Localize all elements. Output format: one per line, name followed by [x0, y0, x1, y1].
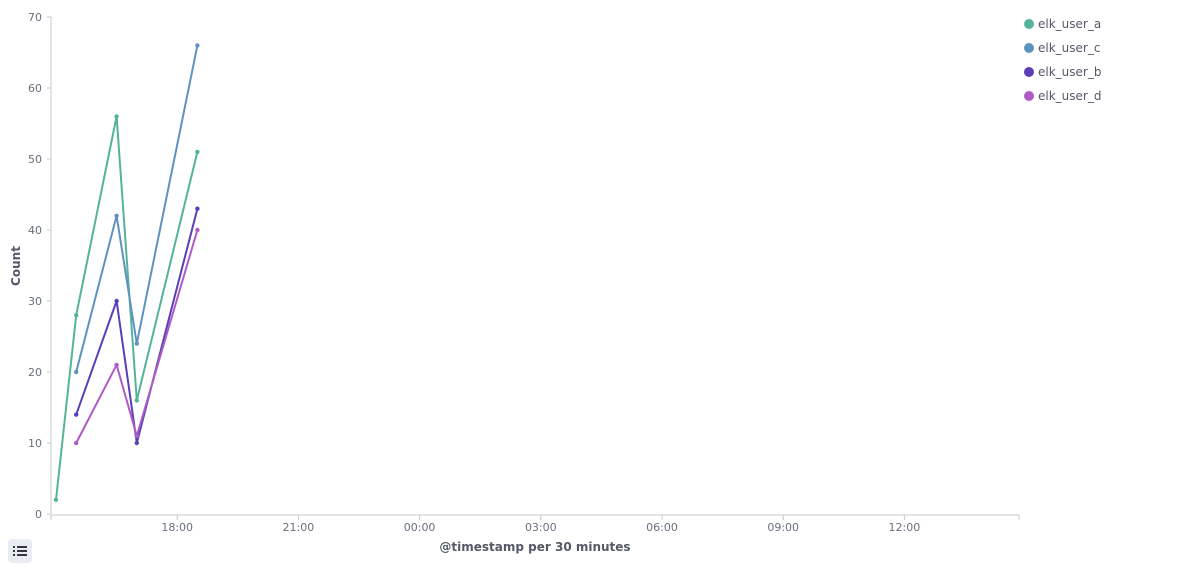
y-tick-label: 50 [28, 153, 42, 166]
x-tick-label: 12:00 [889, 521, 921, 534]
data-point[interactable] [195, 227, 200, 233]
data-point[interactable] [195, 43, 200, 48]
series-elk_user_b [74, 206, 200, 446]
x-tick-label: 03:00 [525, 521, 557, 534]
data-point[interactable] [134, 440, 139, 446]
series-elk_user_a [53, 114, 200, 502]
y-axis-title: Count [9, 246, 23, 286]
data-point[interactable] [74, 412, 79, 417]
data-point[interactable] [74, 313, 79, 318]
data-point[interactable] [114, 213, 119, 218]
x-axis: 18:00 21:00 00:00 03:00 06:00 09:00 12:00 [50, 514, 1020, 534]
legend-item-elk_user_a[interactable]: elk_user_a [1024, 12, 1101, 36]
legend-dot [1024, 67, 1034, 77]
legend-item-elk_user_d[interactable]: elk_user_d [1024, 84, 1101, 108]
series-line[interactable] [75, 45, 199, 373]
y-tick-label: 20 [28, 366, 42, 379]
series-layer [53, 43, 200, 502]
y-tick-label: 60 [28, 82, 42, 95]
series-line[interactable] [75, 229, 199, 444]
x-tick-label: 06:00 [646, 521, 678, 534]
data-point[interactable] [74, 369, 79, 375]
list-icon [13, 546, 27, 556]
legend-item-elk_user_c[interactable]: elk_user_c [1024, 36, 1101, 60]
series-line[interactable] [75, 208, 199, 444]
legend-dot [1024, 91, 1034, 101]
x-tick-label: 21:00 [283, 521, 315, 534]
data-point[interactable] [74, 440, 79, 446]
legend-item-elk_user_b[interactable]: elk_user_b [1024, 60, 1101, 84]
data-point[interactable] [114, 362, 119, 368]
y-tick-label: 70 [28, 11, 42, 24]
legend-dot [1024, 43, 1034, 53]
x-tick-label: 00:00 [404, 521, 436, 534]
x-tick-label: 09:00 [767, 521, 799, 534]
series-elk_user_d [74, 227, 200, 446]
data-point[interactable] [134, 398, 139, 403]
series-elk_user_c [74, 43, 200, 375]
legend-label: elk_user_d [1038, 89, 1102, 103]
legend-label: elk_user_c [1038, 41, 1101, 55]
legend-toggle-button[interactable] [8, 539, 32, 563]
data-point[interactable] [195, 206, 200, 211]
data-point[interactable] [195, 149, 200, 155]
legend: elk_user_a elk_user_c elk_user_b elk_user_d [1024, 12, 1101, 108]
data-point[interactable] [114, 114, 119, 119]
x-axis-title: @timestamp per 30 minutes [439, 540, 630, 554]
y-tick-label: 10 [28, 437, 42, 450]
data-point[interactable] [134, 341, 139, 346]
data-point[interactable] [53, 497, 59, 502]
x-tick-label: 18:00 [161, 521, 193, 534]
legend-label: elk_user_b [1038, 65, 1102, 79]
data-point[interactable] [114, 298, 119, 304]
y-tick-label: 0 [35, 508, 42, 521]
data-point[interactable] [134, 433, 139, 439]
legend-label: elk_user_a [1038, 17, 1102, 31]
y-tick-label: 30 [28, 295, 42, 308]
y-tick-label: 40 [28, 224, 42, 237]
y-axis: 0 10 20 30 40 50 60 70 [28, 11, 52, 521]
legend-dot [1024, 19, 1034, 29]
